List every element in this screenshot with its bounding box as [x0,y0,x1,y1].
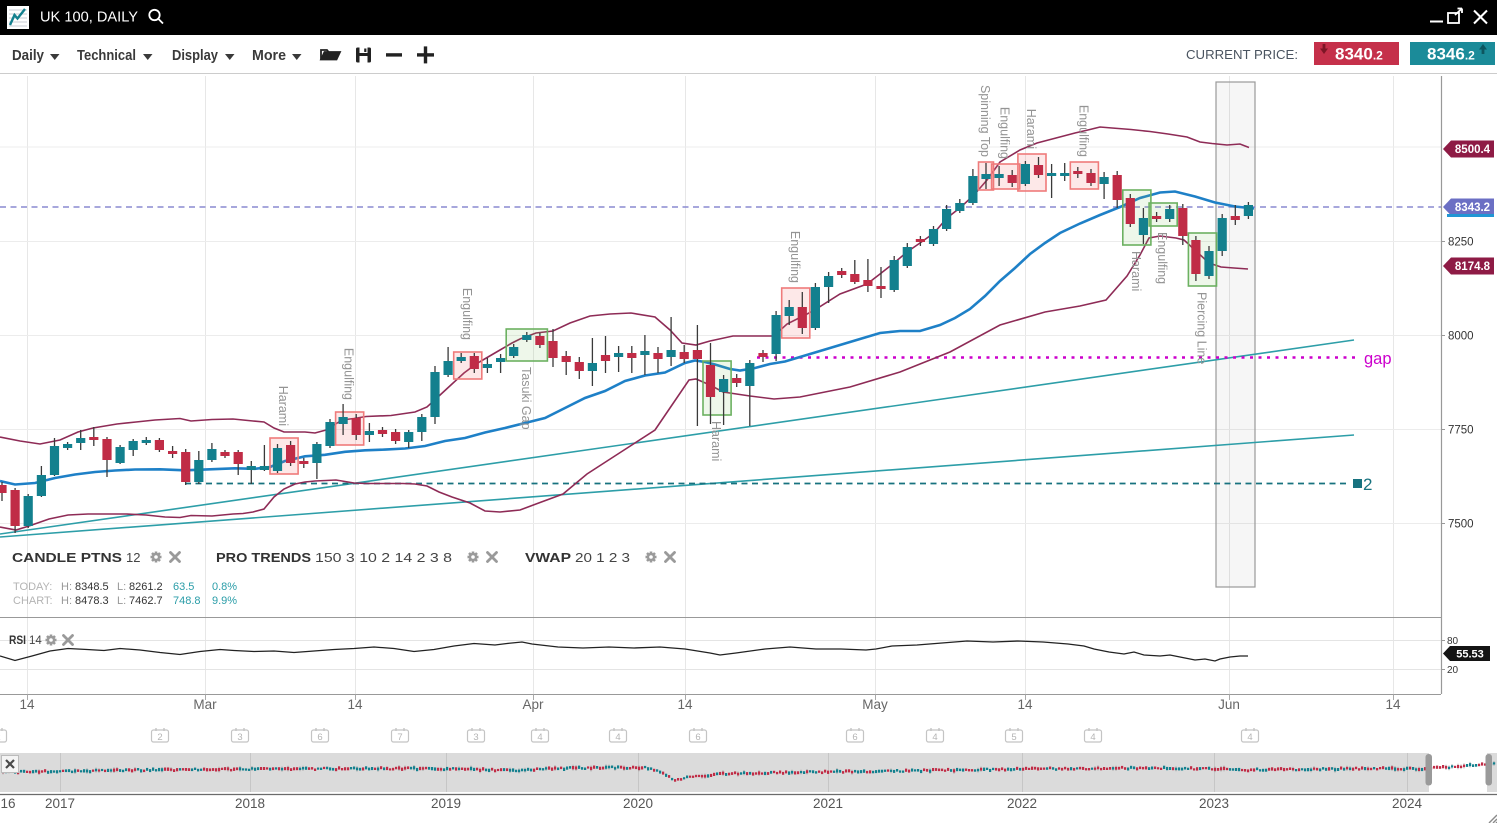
svg-text:14: 14 [29,635,42,647]
svg-text:gap: gap [1364,350,1392,368]
svg-text:VWAP: VWAP [525,550,571,565]
svg-text:14: 14 [1017,697,1033,712]
svg-text:4: 4 [932,732,937,743]
svg-text:20 1 2 3: 20 1 2 3 [575,550,630,565]
svg-text:14: 14 [1385,697,1401,712]
svg-text:2018: 2018 [235,796,265,811]
svg-text:8348.5: 8348.5 [75,581,109,593]
svg-text:7462.7: 7462.7 [129,595,163,607]
svg-text:Harami: Harami [1129,251,1143,291]
svg-text:Tasuki Gap: Tasuki Gap [519,367,533,430]
svg-text:TODAY:: TODAY: [13,581,52,593]
svg-text:Piercing Line: Piercing Line [1195,292,1209,364]
svg-text:Display: Display [172,47,219,64]
svg-text:Engulfing: Engulfing [460,288,474,340]
svg-text:L:: L: [117,595,126,607]
svg-text:May: May [862,697,888,712]
svg-text:CANDLE PTNS: CANDLE PTNS [12,550,122,565]
svg-text:Harami: Harami [1024,109,1038,149]
svg-text:14: 14 [677,697,693,712]
svg-text:2021: 2021 [813,796,843,811]
svg-text:RSI: RSI [9,635,26,647]
svg-text:2024: 2024 [1392,796,1423,811]
svg-text:CURRENT PRICE:: CURRENT PRICE: [1186,47,1298,62]
svg-text:5: 5 [1011,732,1016,743]
svg-text:6: 6 [317,732,322,743]
svg-text:More: More [252,47,286,64]
svg-text:Engulfing: Engulfing [342,348,356,400]
svg-text:63.5: 63.5 [173,581,194,593]
svg-text:Engulfing: Engulfing [788,231,802,283]
svg-text:Engulfing: Engulfing [998,107,1012,159]
svg-text:2017: 2017 [45,796,75,811]
svg-text:2022: 2022 [1007,796,1037,811]
svg-text:Engulfing: Engulfing [1155,232,1169,284]
svg-text:4: 4 [1247,732,1252,743]
svg-text:8500.4: 8500.4 [1455,144,1491,156]
svg-text:UK 100, DAILY: UK 100, DAILY [40,10,138,26]
svg-text:3: 3 [473,732,478,743]
svg-text:80: 80 [1447,636,1459,647]
svg-text:H:: H: [61,595,72,607]
svg-text:8250: 8250 [1448,237,1474,249]
svg-text:2020: 2020 [623,796,653,811]
svg-text:H:: H: [61,581,72,593]
svg-text:2023: 2023 [1199,796,1229,811]
svg-text:748.8: 748.8 [173,595,201,607]
svg-text:L:: L: [117,581,126,593]
svg-text:Daily: Daily [12,47,45,64]
svg-text:7: 7 [397,732,402,743]
svg-text:2: 2 [0,732,1,743]
svg-text:8478.3: 8478.3 [75,595,109,607]
svg-text:12: 12 [126,550,140,565]
svg-text:Harami: Harami [709,421,723,461]
svg-text:8346.2: 8346.2 [1427,45,1475,64]
svg-text:150 3 10 2 14 2 3 8: 150 3 10 2 14 2 3 8 [315,550,452,565]
svg-text:3: 3 [237,732,242,743]
svg-text:16: 16 [0,796,15,811]
svg-text:0.8%: 0.8% [212,581,237,593]
svg-text:4: 4 [1090,732,1095,743]
svg-text:6: 6 [695,732,700,743]
svg-text:2: 2 [157,732,162,743]
svg-text:Harami: Harami [276,386,290,426]
svg-text:9.9%: 9.9% [212,595,237,607]
svg-text:20: 20 [1447,665,1459,676]
svg-text:2019: 2019 [431,796,461,811]
svg-text:Spinning Top: Spinning Top [978,85,992,157]
svg-text:6: 6 [852,732,857,743]
svg-text:8343.2: 8343.2 [1455,202,1490,214]
svg-text:7500: 7500 [1448,519,1474,531]
svg-text:8174.8: 8174.8 [1455,261,1491,273]
svg-text:4: 4 [615,732,620,743]
svg-text:2: 2 [1363,475,1372,494]
svg-text:Engulfing: Engulfing [1076,105,1090,157]
svg-text:Apr: Apr [522,697,544,712]
svg-text:14: 14 [19,697,35,712]
svg-text:8000: 8000 [1448,331,1474,343]
svg-text:14: 14 [347,697,363,712]
svg-text:PRO TRENDS: PRO TRENDS [216,550,311,565]
svg-text:Technical: Technical [77,47,136,64]
svg-text:Mar: Mar [193,697,217,712]
svg-text:4: 4 [537,732,542,743]
svg-text:8261.2: 8261.2 [129,581,163,593]
svg-text:55.53: 55.53 [1456,649,1484,661]
svg-text:CHART:: CHART: [13,595,53,607]
svg-text:Jun: Jun [1218,697,1240,712]
svg-text:8340.2: 8340.2 [1335,45,1383,64]
svg-text:7750: 7750 [1448,425,1474,437]
